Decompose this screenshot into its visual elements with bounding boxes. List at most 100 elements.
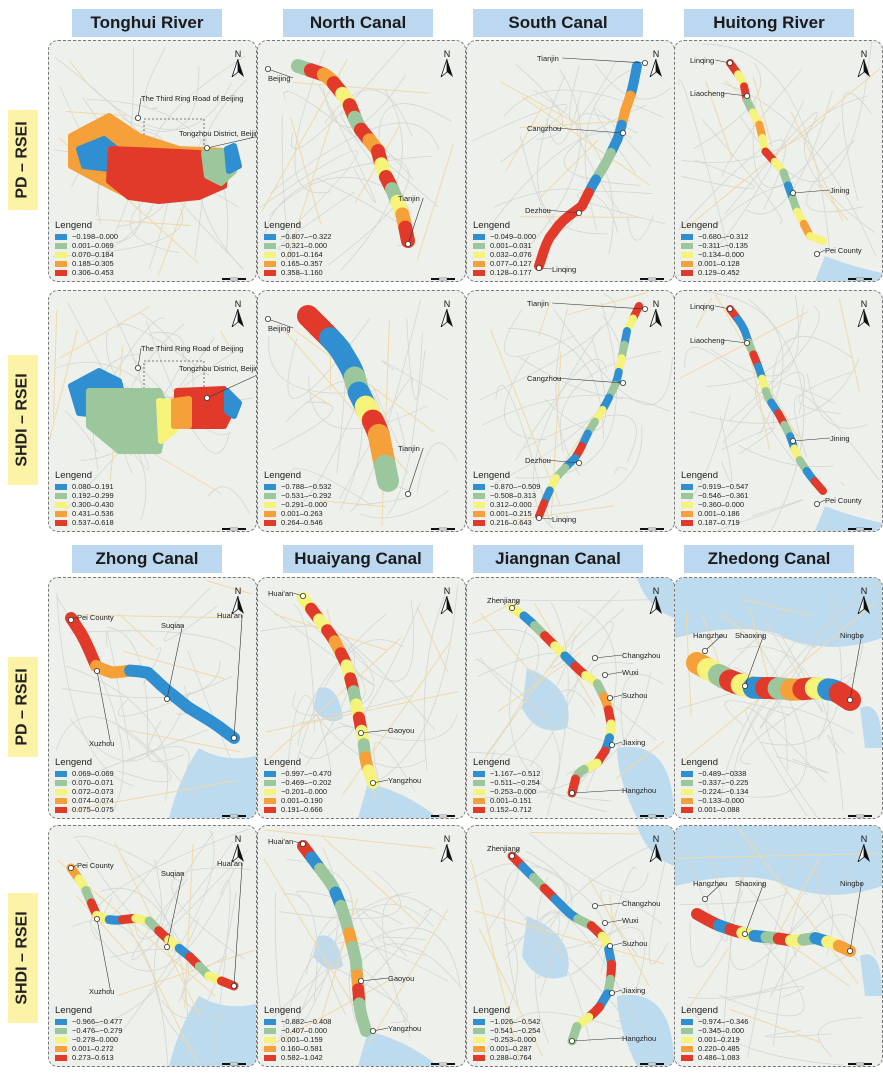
legend-swatch bbox=[264, 492, 276, 499]
legend-item: 0.312–0.000 bbox=[473, 500, 540, 509]
north-arrow-icon: N bbox=[230, 49, 246, 79]
legend: Lengend −0.807–−0.322 −0.321–0.000 0.001–0.… bbox=[264, 220, 331, 277]
legend-label: 0.074–0.074 bbox=[72, 796, 114, 805]
legend-title: Lengend bbox=[681, 220, 718, 231]
city-marker bbox=[727, 305, 734, 312]
legend-item: −0.407–0.000 bbox=[264, 1026, 331, 1035]
canal-title: Tonghui River bbox=[72, 9, 222, 37]
legend-swatch bbox=[473, 260, 485, 267]
legend-item: 0.486–1.083 bbox=[681, 1053, 748, 1062]
legend-item: −0.489–−0338 bbox=[681, 769, 748, 778]
legend-swatch bbox=[264, 797, 276, 804]
city-marker bbox=[67, 865, 74, 872]
city-marker bbox=[742, 683, 749, 690]
north-label: N bbox=[443, 586, 451, 596]
city-marker bbox=[608, 741, 615, 748]
north-arrow-icon: N bbox=[439, 586, 455, 616]
legend-swatch bbox=[264, 770, 276, 777]
city-marker bbox=[94, 668, 101, 675]
scale-bar-icon bbox=[222, 269, 246, 281]
legend-item: 0.358–1.160 bbox=[264, 268, 331, 277]
city-label: Jiaxing bbox=[622, 986, 645, 995]
legend-label: −0.511–−0.254 bbox=[490, 778, 540, 787]
city-marker bbox=[569, 1037, 576, 1044]
legend-item: 0.001–0.128 bbox=[681, 259, 748, 268]
city-label: Xuzhou bbox=[89, 987, 114, 996]
city-marker bbox=[135, 115, 142, 122]
map-canvas: The Third Ring Road of Beijing Tongzhou D… bbox=[49, 291, 256, 531]
city-marker bbox=[404, 490, 411, 497]
row-label-text: SHDI – RSEI bbox=[14, 911, 32, 1005]
legend-swatch bbox=[264, 242, 276, 249]
legend-label: 0.152–0.712 bbox=[490, 805, 532, 814]
north-label: N bbox=[234, 49, 242, 59]
legend-item: 0.001–0.190 bbox=[264, 796, 331, 805]
legend-swatch bbox=[55, 788, 67, 795]
legend-label: 0.582–1.042 bbox=[281, 1053, 323, 1062]
north-label: N bbox=[860, 299, 868, 309]
legend: Lengend −0.680–−0.312 −0.311–−0.135 −0.134–… bbox=[681, 220, 748, 277]
legend-label: −0.489–−0338 bbox=[698, 769, 747, 778]
map-panel: Tianjin Cangzhou Dezhou Linqing N Lengend −0.8… bbox=[466, 290, 675, 532]
legend-item: −0.531–−0.292 bbox=[264, 491, 331, 500]
legend-swatch bbox=[473, 492, 485, 499]
legend-item: 0.165–0.357 bbox=[264, 259, 331, 268]
city-label: Wuxi bbox=[622, 916, 639, 925]
legend-swatch bbox=[473, 501, 485, 508]
legend-item: −0.807–−0.322 bbox=[264, 232, 331, 241]
city-label: Linqing bbox=[552, 515, 576, 524]
legend-label: 0.001–0.287 bbox=[490, 1044, 532, 1053]
city-label: Jining bbox=[830, 434, 850, 443]
city-marker bbox=[265, 65, 271, 72]
city-marker bbox=[569, 789, 576, 796]
legend-label: −0.469–−0.202 bbox=[281, 778, 332, 787]
legend-swatch bbox=[55, 797, 67, 804]
scale-bar-icon bbox=[640, 519, 664, 531]
city-label: Suqian bbox=[161, 621, 184, 630]
legend-item: 0.185–0.305 bbox=[55, 259, 118, 268]
legend-label: −0.311–−0.135 bbox=[698, 241, 748, 250]
legend: Lengend −0.870–−0.509 −0.508–0.313 0.312–0.… bbox=[473, 470, 540, 527]
legend-title: Lengend bbox=[55, 1005, 92, 1016]
city-marker bbox=[370, 1027, 377, 1034]
city-label: Jiaxing bbox=[622, 738, 645, 747]
city-label: Pei County bbox=[825, 246, 862, 255]
city-marker bbox=[67, 617, 74, 624]
legend-label: 0.069–0.069 bbox=[72, 769, 114, 778]
legend-item: −0.201–0.000 bbox=[264, 787, 331, 796]
legend-swatch bbox=[681, 788, 693, 795]
legend-title: Lengend bbox=[473, 1005, 510, 1016]
city-marker bbox=[813, 250, 820, 257]
canal-title: Jiangnan Canal bbox=[473, 545, 643, 573]
legend-swatch bbox=[681, 1018, 693, 1025]
city-marker bbox=[265, 315, 271, 322]
city-label: Hangzhou bbox=[622, 1034, 656, 1043]
corridor-zone bbox=[86, 388, 170, 454]
legend-label: 0.001–0.272 bbox=[72, 1044, 114, 1053]
legend-item: 0.160–0.581 bbox=[264, 1044, 331, 1053]
north-arrow-icon: N bbox=[439, 299, 455, 329]
corridor-zone bbox=[224, 143, 242, 174]
city-marker bbox=[744, 340, 751, 347]
legend-label: −0.508–0.313 bbox=[490, 491, 537, 500]
legend-item: 0.288–0.764 bbox=[473, 1053, 540, 1062]
legend-swatch bbox=[681, 242, 693, 249]
map-canvas: Linqing Liaocheng Jining Pei County bbox=[675, 291, 882, 531]
legend-swatch bbox=[55, 483, 67, 490]
city-label: Liaocheng bbox=[690, 89, 725, 98]
legend-item: 0.306–0.453 bbox=[55, 268, 118, 277]
legend-item: 0.220–0.485 bbox=[681, 1044, 748, 1053]
legend-label: 0.001–0.186 bbox=[698, 509, 740, 518]
map-panel: Zhenjiang Changzhou Wuxi Suzhou Jiaxing Hangz… bbox=[466, 825, 675, 1067]
city-label: Zhenjiang bbox=[487, 844, 520, 853]
legend-swatch bbox=[681, 797, 693, 804]
legend-label: −0.882–−0.408 bbox=[281, 1017, 332, 1026]
legend-swatch bbox=[681, 233, 693, 240]
canal-title: Zhedong Canal bbox=[684, 545, 854, 573]
legend-item: 0.001–0.287 bbox=[473, 1044, 540, 1053]
corridor-segment bbox=[373, 454, 399, 492]
city-marker bbox=[300, 840, 307, 847]
city-marker bbox=[536, 264, 543, 271]
legend-label: 0.306–0.453 bbox=[72, 268, 114, 277]
north-label: N bbox=[652, 49, 660, 59]
